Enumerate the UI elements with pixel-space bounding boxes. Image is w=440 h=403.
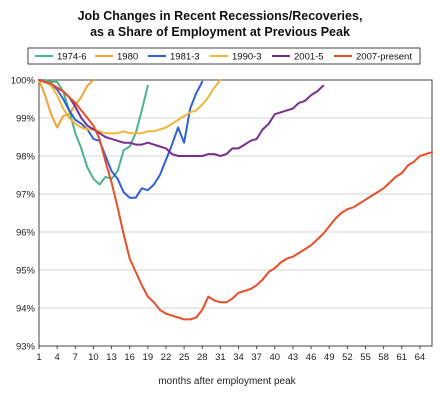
legend-label: 2001-5 bbox=[294, 52, 324, 63]
series-line-1990-3 bbox=[38, 79, 222, 135]
x-tick-label: 16 bbox=[124, 352, 135, 363]
x-tick-label: 4 bbox=[54, 352, 59, 363]
y-tick-label: 100% bbox=[11, 76, 36, 87]
x-tick-label: 34 bbox=[233, 352, 244, 363]
series-line-1974-6 bbox=[38, 79, 149, 186]
y-tick-label: 93% bbox=[16, 342, 36, 353]
legend-label: 1980 bbox=[117, 52, 138, 63]
x-tick-label: 49 bbox=[324, 352, 335, 363]
x-tick-label: 46 bbox=[306, 352, 317, 363]
y-tick-label: 95% bbox=[16, 266, 36, 277]
gridlines bbox=[39, 117, 432, 309]
series-line-1981-3 bbox=[38, 79, 204, 199]
y-tick-label: 98% bbox=[16, 152, 36, 163]
y-tick-label: 99% bbox=[16, 114, 36, 125]
x-tick-label: 19 bbox=[143, 352, 154, 363]
x-tick-label: 10 bbox=[88, 352, 99, 363]
x-tick-label: 7 bbox=[73, 352, 78, 363]
x-tick-label: 28 bbox=[197, 352, 208, 363]
legend-label: 1990-3 bbox=[232, 52, 262, 63]
y-tick-label: 97% bbox=[16, 190, 36, 201]
series-lines bbox=[38, 79, 433, 321]
x-tick-label: 13 bbox=[106, 352, 117, 363]
y-tick-label: 94% bbox=[16, 304, 36, 315]
x-tick-label: 40 bbox=[270, 352, 281, 363]
legend-label: 1974-6 bbox=[57, 52, 87, 63]
x-tick-label: 55 bbox=[360, 352, 371, 363]
x-tick-label: 37 bbox=[251, 352, 262, 363]
chart-title-line-2: as a Share of Employment at Previous Pea… bbox=[90, 25, 350, 39]
chart-title: Job Changes in Recent Recessions/Recover… bbox=[0, 8, 440, 40]
series-line-2001-5 bbox=[38, 79, 325, 157]
x-tick-label: 25 bbox=[179, 352, 190, 363]
x-tick-label: 43 bbox=[288, 352, 299, 363]
x-tick-label: 22 bbox=[161, 352, 172, 363]
y-axis-ticks: 93% 94% 95% 96% 97% 98% 99% 100% bbox=[11, 76, 36, 353]
x-tick-label: 61 bbox=[396, 352, 407, 363]
plot-area bbox=[38, 79, 433, 347]
x-tick-label: 52 bbox=[342, 352, 353, 363]
legend-label: 1981-3 bbox=[170, 52, 200, 63]
legend-label: 2007-present bbox=[356, 52, 412, 63]
legend: 1974-6 1980 1981-3 1990-3 2001-5 2007-present bbox=[27, 47, 421, 65]
x-axis-ticks: 1 4 7 10 13 16 19 22 25 28 31 34 37 40 43 46 49 52 55 58 61 6… bbox=[36, 346, 425, 363]
x-axis-label: months after employment peak bbox=[158, 376, 296, 387]
series-line-2007-present bbox=[38, 79, 433, 321]
x-tick-label: 58 bbox=[378, 352, 389, 363]
x-tick-label: 1 bbox=[36, 352, 41, 363]
x-tick-label: 31 bbox=[215, 352, 226, 363]
x-tick-label: 64 bbox=[415, 352, 426, 363]
y-tick-label: 96% bbox=[16, 228, 36, 239]
chart-title-line-1: Job Changes in Recent Recessions/Recover… bbox=[77, 9, 363, 23]
series-line-1980 bbox=[38, 79, 95, 129]
